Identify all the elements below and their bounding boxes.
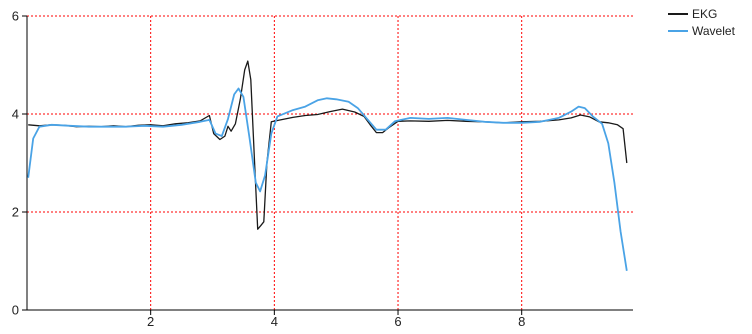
y-tick-label: 0 — [12, 303, 19, 318]
x-tick-label: 2 — [147, 314, 154, 329]
legend-label-wavelet: Wavelet — [692, 24, 736, 38]
chart-legend: EKG Wavelet — [668, 7, 736, 38]
legend-label-ekg: EKG — [692, 7, 717, 21]
chart-series — [28, 61, 627, 271]
chart-axes — [27, 16, 633, 310]
series-line-ekg — [28, 61, 627, 229]
x-tick-label: 8 — [518, 314, 525, 329]
chart-grid — [27, 16, 633, 310]
y-tick-label: 2 — [12, 205, 19, 220]
x-tick-label: 6 — [394, 314, 401, 329]
chart-ticks: 0 2 4 6 2 4 6 8 — [12, 9, 526, 330]
x-tick-label: 4 — [271, 314, 278, 329]
y-tick-label: 6 — [12, 9, 19, 24]
y-tick-label: 4 — [12, 107, 19, 122]
series-line-wavelet — [28, 89, 627, 271]
